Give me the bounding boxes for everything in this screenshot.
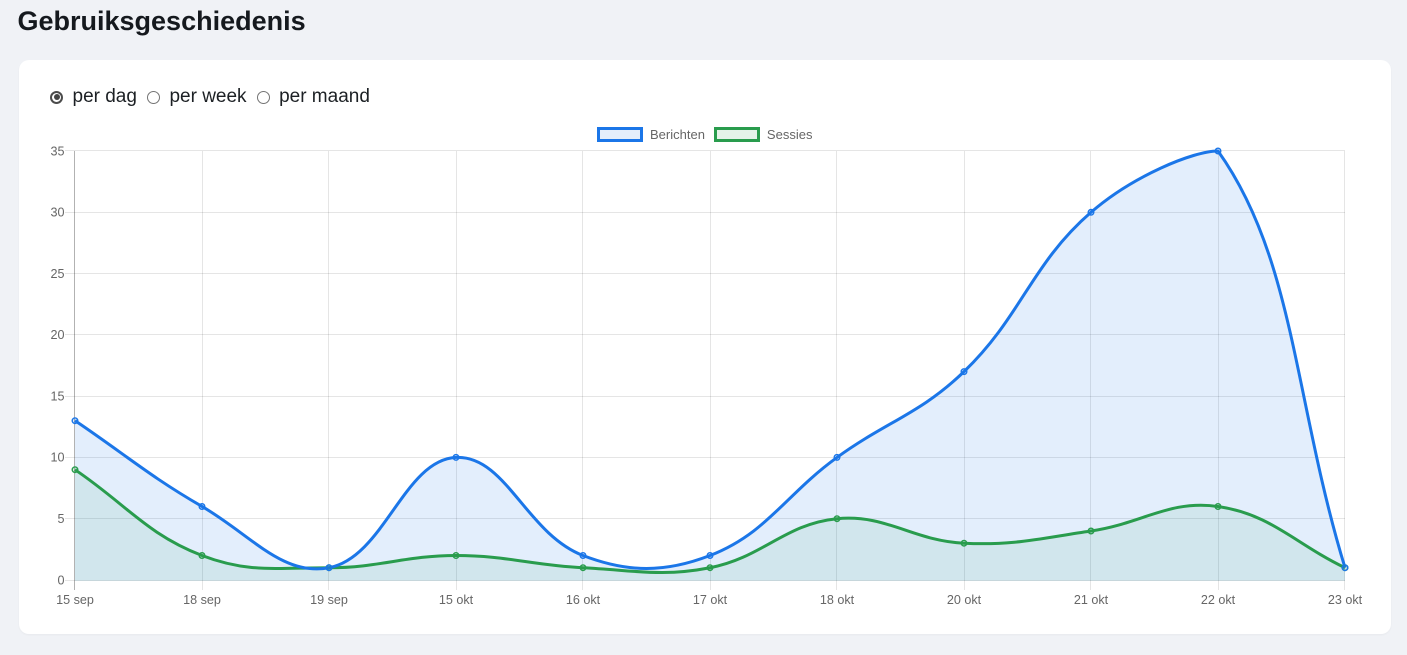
svg-text:20: 20 bbox=[50, 328, 64, 342]
svg-text:15: 15 bbox=[50, 389, 64, 403]
svg-text:10: 10 bbox=[50, 451, 64, 465]
svg-text:21 okt: 21 okt bbox=[1074, 593, 1109, 607]
svg-text:0: 0 bbox=[57, 573, 64, 587]
svg-text:15 okt: 15 okt bbox=[439, 593, 474, 607]
svg-text:5: 5 bbox=[57, 512, 64, 526]
svg-text:20 okt: 20 okt bbox=[947, 593, 982, 607]
svg-text:19 sep: 19 sep bbox=[310, 593, 348, 607]
svg-text:25: 25 bbox=[50, 267, 64, 281]
svg-text:23 okt: 23 okt bbox=[1328, 593, 1363, 607]
svg-text:35: 35 bbox=[50, 144, 64, 158]
svg-text:16 okt: 16 okt bbox=[566, 593, 601, 607]
svg-text:30: 30 bbox=[50, 206, 64, 220]
svg-text:15 sep: 15 sep bbox=[56, 593, 94, 607]
svg-text:18 sep: 18 sep bbox=[183, 593, 221, 607]
svg-text:18 okt: 18 okt bbox=[820, 593, 855, 607]
svg-text:22 okt: 22 okt bbox=[1201, 593, 1236, 607]
svg-text:17 okt: 17 okt bbox=[693, 593, 728, 607]
